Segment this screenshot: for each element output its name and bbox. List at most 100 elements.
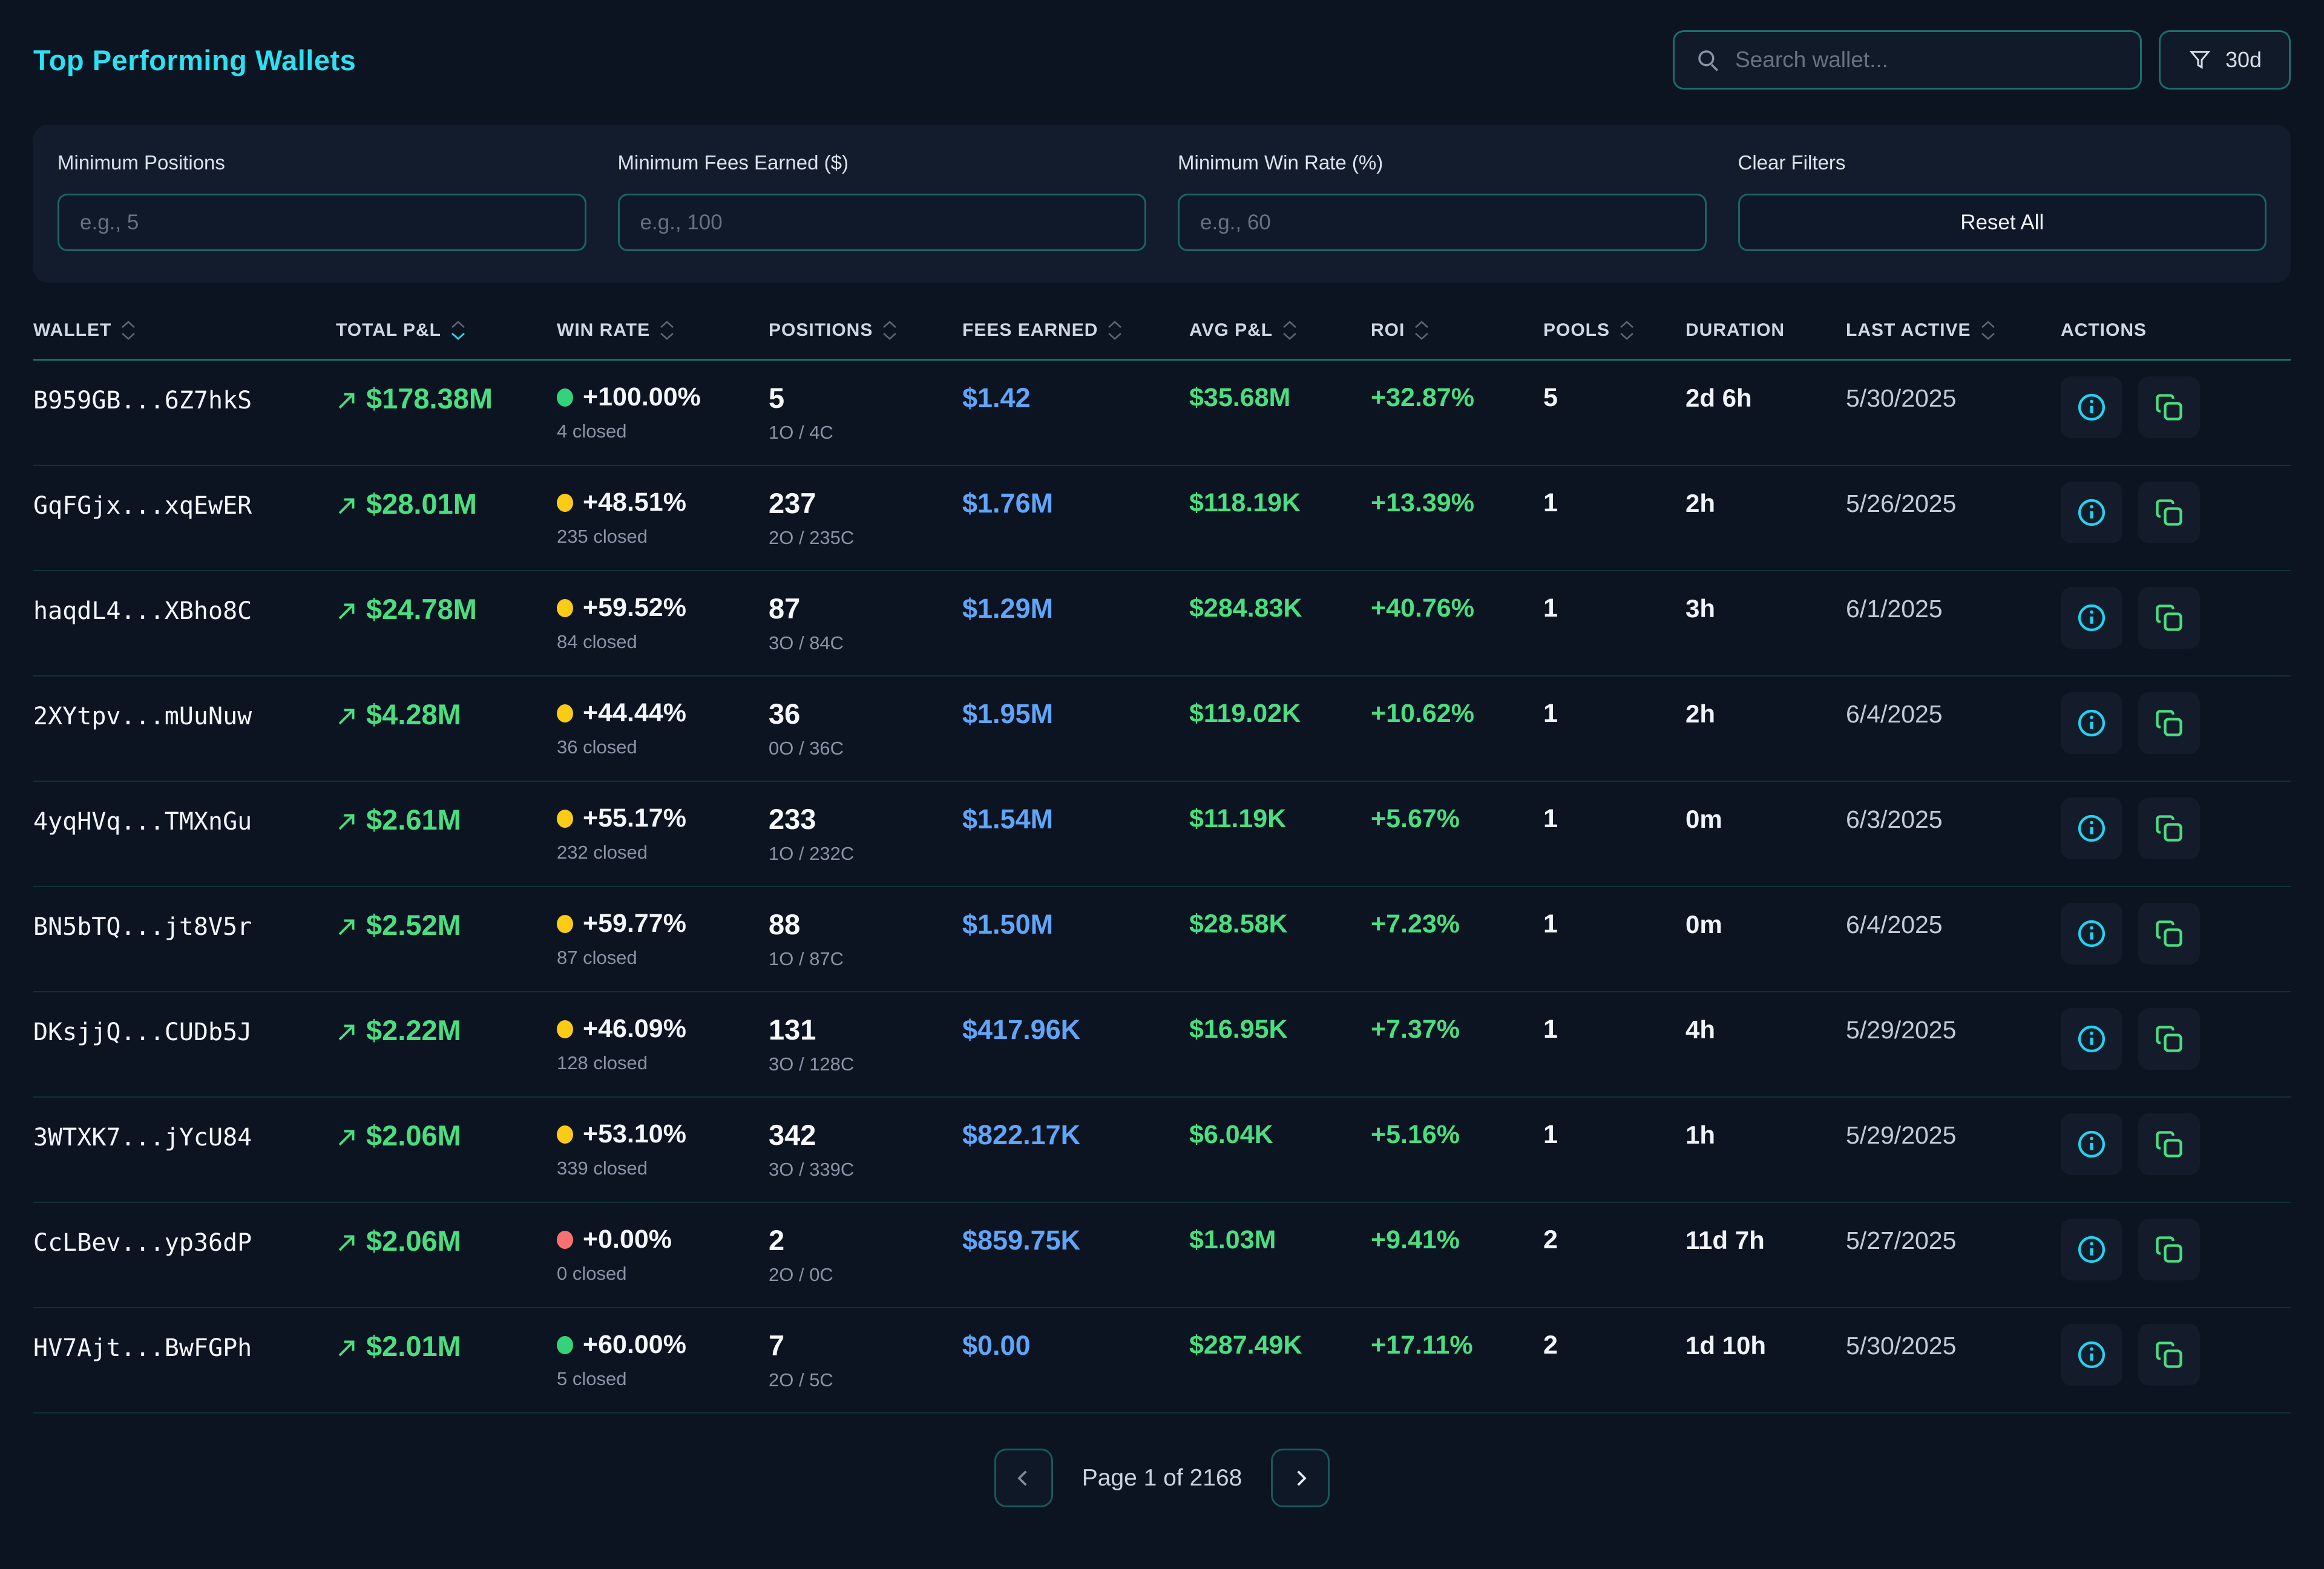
column-header-last-active[interactable]: LAST ACTIVE [1846, 320, 2061, 341]
copy-address-button[interactable] [2138, 1008, 2200, 1070]
actions-cell [2061, 1113, 2291, 1175]
info-button[interactable] [2061, 1008, 2122, 1070]
table-row[interactable]: CcLBev...yp36dP $2.06M +0.00% 0 closed 2… [33, 1203, 2291, 1308]
total-pnl-cell: $2.22M [336, 1015, 557, 1045]
duration-value: 2h [1686, 699, 1716, 728]
table-row[interactable]: HV7Ajt...BwFGPh $2.01M +60.00% 5 closed … [33, 1308, 2291, 1413]
duration-value: 1h [1686, 1121, 1716, 1149]
column-header-label: FEES EARNED [962, 320, 1098, 340]
copy-address-button[interactable] [2138, 798, 2200, 859]
copy-address-button[interactable] [2138, 376, 2200, 438]
copy-icon [2156, 1026, 2182, 1052]
last-active-date: 5/29/2025 [1846, 1016, 1957, 1044]
win-rate-cell: +44.44% 36 closed [557, 699, 769, 758]
fees-earned-value: $859.75K [962, 1225, 1081, 1256]
total-pnl-cell: $178.38M [336, 384, 557, 413]
top-bar: Top Performing Wallets 30d [33, 30, 2291, 90]
copy-icon [2156, 1341, 2182, 1368]
top-bar-right: 30d [1673, 30, 2291, 90]
min-win-rate-input[interactable] [1178, 194, 1707, 251]
avg-pnl-value: $11.19K [1189, 804, 1287, 833]
column-header-fees-earned[interactable]: FEES EARNED [962, 320, 1189, 341]
info-button[interactable] [2061, 798, 2122, 859]
chevron-right-icon [1297, 1470, 1307, 1486]
sort-asc-icon [1283, 321, 1296, 328]
sort-asc-icon [451, 321, 465, 328]
chevron-left-icon [1017, 1470, 1027, 1486]
positions-detail: 2O / 0C [769, 1264, 833, 1285]
filter-min-positions: Minimum Positions [57, 151, 586, 251]
fees-earned-value: $1.95M [962, 698, 1054, 729]
pools-count: 1 [1543, 804, 1558, 833]
pools-count: 1 [1543, 594, 1558, 623]
sort-desc-icon [122, 333, 136, 340]
table-row[interactable]: GqFGjx...xqEwER $28.01M +48.51% 235 clos… [33, 466, 2291, 571]
win-rate-value: +100.00% [583, 382, 701, 411]
table-row[interactable]: haqdL4...XBho8C $24.78M +59.52% 84 close… [33, 571, 2291, 676]
roi-value: +5.67% [1371, 804, 1460, 833]
column-header-label: WIN RATE [557, 320, 651, 340]
search-box[interactable] [1673, 30, 2142, 90]
copy-address-button[interactable] [2138, 903, 2200, 965]
time-filter-button[interactable]: 30d [2159, 30, 2291, 90]
search-input[interactable] [1735, 47, 2119, 73]
info-button[interactable] [2061, 903, 2122, 965]
column-header-positions[interactable]: POSITIONS [769, 320, 962, 341]
copy-address-button[interactable] [2138, 1113, 2200, 1175]
column-header-pools[interactable]: POOLS [1543, 320, 1686, 341]
wallet-address: CcLBev...yp36dP [33, 1229, 252, 1257]
next-page-button[interactable] [1271, 1449, 1330, 1507]
min-positions-input[interactable] [57, 194, 586, 251]
copy-address-button[interactable] [2138, 1219, 2200, 1280]
win-rate-value: +59.77% [583, 909, 686, 938]
sort-desc-icon [883, 333, 897, 340]
column-header-wallet[interactable]: WALLET [33, 320, 336, 341]
table-row[interactable]: BN5bTQ...jt8V5r $2.52M +59.77% 87 closed… [33, 887, 2291, 992]
sort-asc-icon [660, 321, 674, 328]
avg-pnl-value: $1.03M [1189, 1225, 1276, 1254]
pagination: Page 1 of 2168 [33, 1449, 2291, 1507]
win-rate-value: +0.00% [583, 1225, 672, 1254]
table-row[interactable]: DKsjjQ...CUDb5J $2.22M +46.09% 128 close… [33, 992, 2291, 1098]
info-button[interactable] [2061, 1219, 2122, 1280]
previous-page-button[interactable] [994, 1449, 1053, 1507]
min-fees-input[interactable] [617, 194, 1146, 251]
column-header-avg-p-l[interactable]: AVG P&L [1189, 320, 1371, 341]
column-header-roi[interactable]: ROI [1371, 320, 1543, 341]
info-button[interactable] [2061, 692, 2122, 754]
column-header-win-rate[interactable]: WIN RATE [557, 320, 769, 341]
win-rate-value: +48.51% [583, 488, 686, 517]
total-pnl-cell: $2.06M [336, 1121, 557, 1150]
positions-total: 7 [769, 1329, 785, 1361]
total-pnl-cell: $24.78M [336, 594, 557, 624]
filter-label: Minimum Positions [57, 151, 225, 174]
info-icon [2078, 814, 2106, 842]
table-row[interactable]: 4yqHVq...TMXnGu $2.61M +55.17% 232 close… [33, 782, 2291, 887]
table-row[interactable]: B959GB...6Z7hkS $178.38M +100.00% 4 clos… [33, 361, 2291, 466]
column-header-total-p-l[interactable]: TOTAL P&L [336, 320, 557, 341]
win-rate-status-dot [557, 809, 573, 828]
copy-address-button[interactable] [2138, 587, 2200, 649]
roi-value: +7.37% [1371, 1015, 1460, 1044]
total-pnl-cell: $4.28M [336, 699, 557, 729]
sort-icons [1981, 321, 1995, 340]
positions-cell: 88 1O / 87C [769, 910, 962, 970]
info-button[interactable] [2061, 587, 2122, 649]
info-button[interactable] [2061, 1113, 2122, 1175]
copy-address-button[interactable] [2138, 482, 2200, 543]
fees-earned-value: $1.42 [962, 382, 1031, 413]
copy-address-button[interactable] [2138, 1324, 2200, 1386]
info-button[interactable] [2061, 1324, 2122, 1386]
positions-detail: 2O / 5C [769, 1369, 833, 1390]
info-button[interactable] [2061, 482, 2122, 543]
copy-address-button[interactable] [2138, 692, 2200, 754]
info-button[interactable] [2061, 376, 2122, 438]
fees-earned-value: $1.76M [962, 488, 1054, 519]
reset-all-button[interactable]: Reset All [1738, 194, 2267, 251]
copy-icon [2156, 710, 2182, 736]
wallet-address: BN5bTQ...jt8V5r [33, 913, 252, 941]
table-row[interactable]: 3WTXK7...jYcU84 $2.06M +53.10% 339 close… [33, 1098, 2291, 1203]
closed-count: 0 closed [557, 1263, 627, 1285]
table-row[interactable]: 2XYtpv...mUuNuw $4.28M +44.44% 36 closed… [33, 676, 2291, 782]
win-rate-value: +53.10% [583, 1119, 686, 1148]
